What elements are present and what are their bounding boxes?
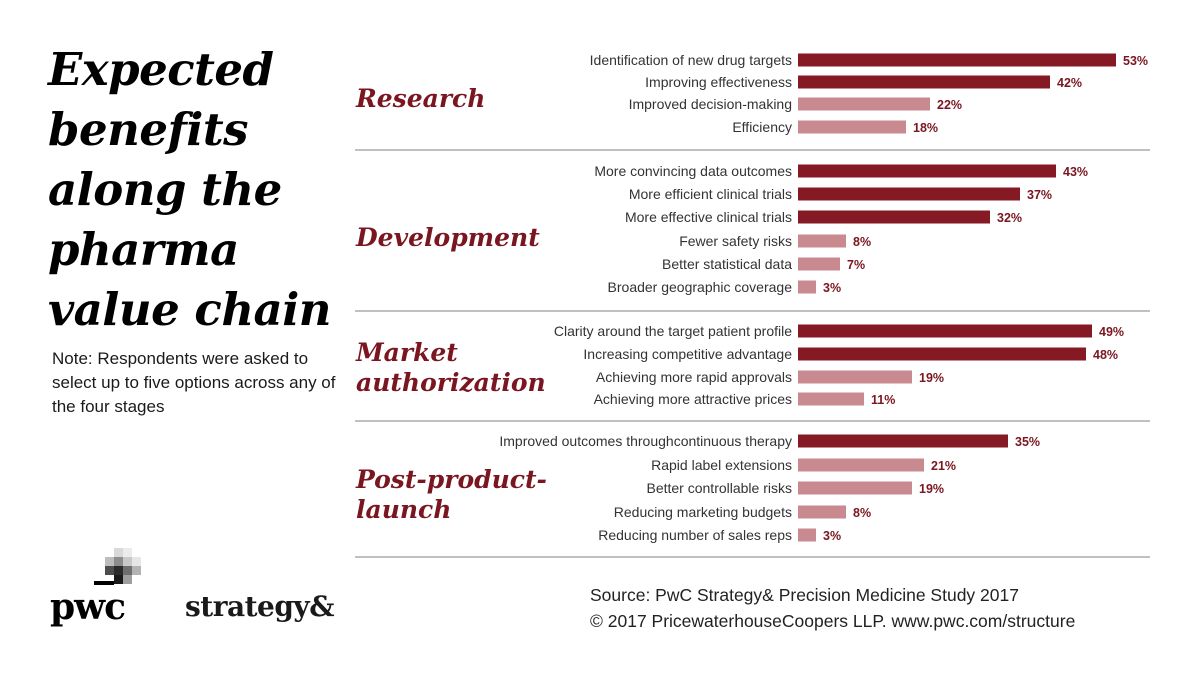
category-label: Rapid label extensions bbox=[651, 457, 792, 473]
bar bbox=[798, 392, 864, 406]
respondent-note: Note: Respondents were asked to select u… bbox=[52, 349, 336, 416]
category-label: Identification of new drug targets bbox=[590, 52, 792, 68]
title-line: pharma bbox=[48, 223, 239, 276]
category-label: Improved decision-making bbox=[629, 96, 792, 112]
value-label: 21% bbox=[931, 459, 956, 473]
category-label: Improving effectiveness bbox=[645, 74, 792, 90]
chart-title: Expected benefits along the pharma value… bbox=[48, 40, 348, 340]
value-label: 11% bbox=[871, 393, 895, 407]
source-text: Source: PwC Strategy& Precision Medicine… bbox=[590, 585, 1019, 605]
title-line: Expected bbox=[48, 43, 274, 96]
category-label: More convincing data outcomes bbox=[594, 163, 792, 179]
value-label: 53% bbox=[1123, 54, 1148, 68]
source-block: Source: PwC Strategy& Precision Medicine… bbox=[590, 582, 1170, 634]
bar bbox=[798, 347, 1086, 361]
category-label: Clarity around the target patient profil… bbox=[554, 323, 792, 339]
title-line: value chain bbox=[48, 283, 332, 336]
title-line: benefits bbox=[48, 103, 249, 156]
stage-label: Market bbox=[355, 338, 458, 367]
category-label: Broader geographic coverage bbox=[608, 279, 793, 295]
category-label: Reducing number of sales reps bbox=[598, 527, 792, 543]
category-label: More efficient clinical trials bbox=[629, 186, 792, 202]
category-label: Efficiency bbox=[732, 119, 792, 135]
stage-label: authorization bbox=[356, 368, 546, 397]
bar bbox=[798, 164, 1056, 178]
value-label: 19% bbox=[919, 371, 944, 385]
value-label: 7% bbox=[847, 258, 865, 272]
value-label: 8% bbox=[853, 235, 871, 249]
pwc-mosaic-icon bbox=[94, 548, 141, 585]
bar bbox=[798, 481, 912, 495]
bar bbox=[798, 53, 1116, 67]
bar bbox=[798, 434, 1008, 448]
value-label: 32% bbox=[997, 211, 1022, 225]
bar bbox=[798, 120, 906, 134]
strategy-logo: strategy& bbox=[185, 590, 334, 623]
value-label: 35% bbox=[1015, 435, 1040, 449]
value-label: 3% bbox=[823, 281, 841, 295]
category-label: Increasing competitive advantage bbox=[583, 346, 792, 362]
title-line: along the bbox=[48, 163, 282, 216]
value-label: 22% bbox=[937, 98, 962, 112]
category-label: More effective clinical trials bbox=[625, 209, 792, 225]
value-label: 49% bbox=[1099, 325, 1124, 339]
value-label: 37% bbox=[1027, 188, 1052, 202]
value-label: 48% bbox=[1093, 348, 1118, 362]
stage-label: Post-product- bbox=[355, 465, 547, 494]
bar bbox=[798, 458, 924, 472]
value-label: 43% bbox=[1063, 165, 1088, 179]
stage-label: launch bbox=[356, 495, 451, 524]
bar bbox=[798, 324, 1092, 338]
stage-label: Research bbox=[355, 84, 485, 113]
category-label: Better controllable risks bbox=[646, 480, 792, 496]
category-label: Achieving more rapid approvals bbox=[596, 369, 792, 385]
bar bbox=[798, 97, 930, 111]
bar bbox=[798, 257, 840, 271]
value-label: 19% bbox=[919, 482, 944, 496]
bar bbox=[798, 75, 1050, 89]
bar bbox=[798, 187, 1020, 201]
category-label: Improved outcomes throughcontinuous ther… bbox=[499, 433, 792, 449]
value-label: 3% bbox=[823, 529, 841, 543]
value-label: 42% bbox=[1057, 76, 1082, 90]
bar bbox=[798, 528, 816, 542]
pwc-logo: pwc bbox=[50, 586, 126, 628]
copyright-text: © 2017 PricewaterhouseCoopers LLP. www.p… bbox=[590, 611, 1076, 631]
bar bbox=[798, 234, 846, 248]
value-label: 8% bbox=[853, 506, 871, 520]
stage-label: Development bbox=[355, 223, 540, 252]
bar bbox=[798, 370, 912, 384]
bar bbox=[798, 210, 990, 224]
category-label: Reducing marketing budgets bbox=[614, 504, 792, 520]
value-label: 18% bbox=[913, 121, 938, 135]
category-label: Achieving more attractive prices bbox=[594, 391, 792, 407]
category-label: Fewer safety risks bbox=[679, 233, 792, 249]
bar bbox=[798, 505, 846, 519]
bar bbox=[798, 280, 816, 294]
category-label: Better statistical data bbox=[662, 256, 792, 272]
